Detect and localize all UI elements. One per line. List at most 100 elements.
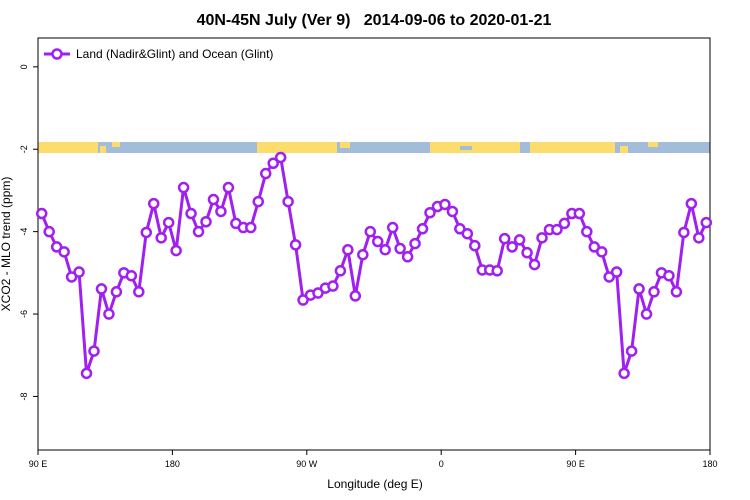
- x-tick-label: 0: [439, 459, 444, 469]
- data-point: [700, 216, 713, 229]
- data-point: [670, 286, 683, 298]
- data-line: [40, 155, 708, 375]
- data-point: [454, 223, 466, 235]
- data-point: [88, 345, 100, 357]
- data-point: [267, 157, 279, 169]
- ocean-band: [38, 142, 710, 153]
- data-point: [80, 367, 93, 380]
- data-point: [409, 237, 421, 250]
- data-point: [133, 286, 145, 298]
- data-point: [103, 308, 115, 320]
- x-tick-label: 90 W: [296, 459, 318, 469]
- land-band: [620, 146, 628, 153]
- data-point: [297, 294, 309, 306]
- data-point: [603, 271, 615, 283]
- data-point: [558, 217, 571, 230]
- land-band: [38, 142, 98, 153]
- data-point: [349, 290, 362, 302]
- data-point: [274, 151, 287, 164]
- y-tick-label: -2: [19, 145, 29, 153]
- data-point: [573, 207, 586, 220]
- data-point: [595, 246, 608, 258]
- data-point: [95, 283, 108, 295]
- land-band: [430, 142, 520, 153]
- data-point: [110, 286, 123, 298]
- data-point: [536, 232, 548, 244]
- data-point: [528, 258, 541, 271]
- data-point: [252, 195, 265, 208]
- data-point: [43, 225, 55, 238]
- data-point: [648, 286, 660, 298]
- data-point: [125, 269, 138, 282]
- land-band: [100, 146, 106, 153]
- legend-label: Land (Nadir&Glint) and Ocean (Glint): [76, 47, 273, 61]
- data-point: [140, 226, 153, 239]
- data-point: [215, 205, 227, 218]
- data-point: [200, 216, 212, 228]
- ocean-band: [460, 146, 472, 150]
- data-point: [334, 265, 347, 277]
- data-point: [177, 181, 190, 194]
- data-point: [162, 216, 175, 229]
- data-point: [342, 244, 354, 256]
- data-point: [640, 308, 653, 320]
- land-band: [648, 142, 658, 147]
- data-point: [416, 223, 429, 235]
- legend: Land (Nadir&Glint) and Ocean (Glint): [44, 47, 273, 61]
- data-point: [73, 266, 85, 278]
- data-point: [439, 198, 451, 211]
- data-point: [610, 266, 623, 278]
- land-band: [257, 142, 337, 153]
- data-point: [513, 234, 526, 246]
- x-tick-label: 90 E: [29, 459, 48, 469]
- x-tick-label: 180: [702, 459, 717, 469]
- data-point: [588, 241, 601, 253]
- chart-title: 40N-45N July (Ver 9) 2014-09-06 to 2020-…: [197, 12, 552, 29]
- data-point: [155, 232, 167, 244]
- data-point: [625, 345, 638, 357]
- data-point: [693, 232, 705, 244]
- data-point: [424, 206, 436, 219]
- data-point: [498, 232, 511, 245]
- data-point: [289, 239, 302, 251]
- data-point: [170, 244, 182, 257]
- y-tick-label: 0: [19, 64, 29, 69]
- data-point: [618, 367, 630, 380]
- data-point: [551, 223, 563, 236]
- data-point: [469, 239, 481, 252]
- land-ocean-strip: [38, 142, 710, 153]
- data-point: [357, 248, 369, 261]
- data-point: [222, 181, 235, 194]
- data-point: [506, 241, 518, 253]
- data-point: [581, 225, 593, 238]
- data-point: [58, 246, 70, 258]
- land-band: [112, 142, 120, 147]
- data-point: [446, 205, 459, 218]
- data-point: [386, 221, 399, 234]
- data-point: [663, 269, 675, 282]
- data-point: [207, 193, 220, 206]
- data-point: [65, 271, 78, 283]
- data-point: [364, 225, 377, 238]
- x-tick-label: 90 E: [566, 459, 585, 469]
- data-point: [185, 207, 197, 220]
- data-point: [312, 287, 324, 299]
- data-point: [461, 227, 474, 240]
- y-tick-label: -6: [19, 310, 29, 318]
- x-tick-label: 180: [165, 459, 180, 469]
- land-band: [340, 142, 350, 148]
- data-point: [282, 195, 294, 208]
- data-point: [259, 167, 272, 180]
- data-point: [379, 244, 391, 256]
- y-tick-label: -8: [19, 392, 29, 400]
- x-axis-label: Longitude (deg E): [327, 477, 422, 491]
- data-point: [192, 225, 205, 238]
- data-point: [521, 246, 533, 259]
- y-tick-label: -4: [19, 228, 29, 236]
- data-point: [35, 207, 48, 220]
- data-point: [491, 265, 503, 277]
- data-point: [633, 283, 645, 295]
- data-point: [371, 235, 384, 248]
- data-point: [678, 226, 690, 239]
